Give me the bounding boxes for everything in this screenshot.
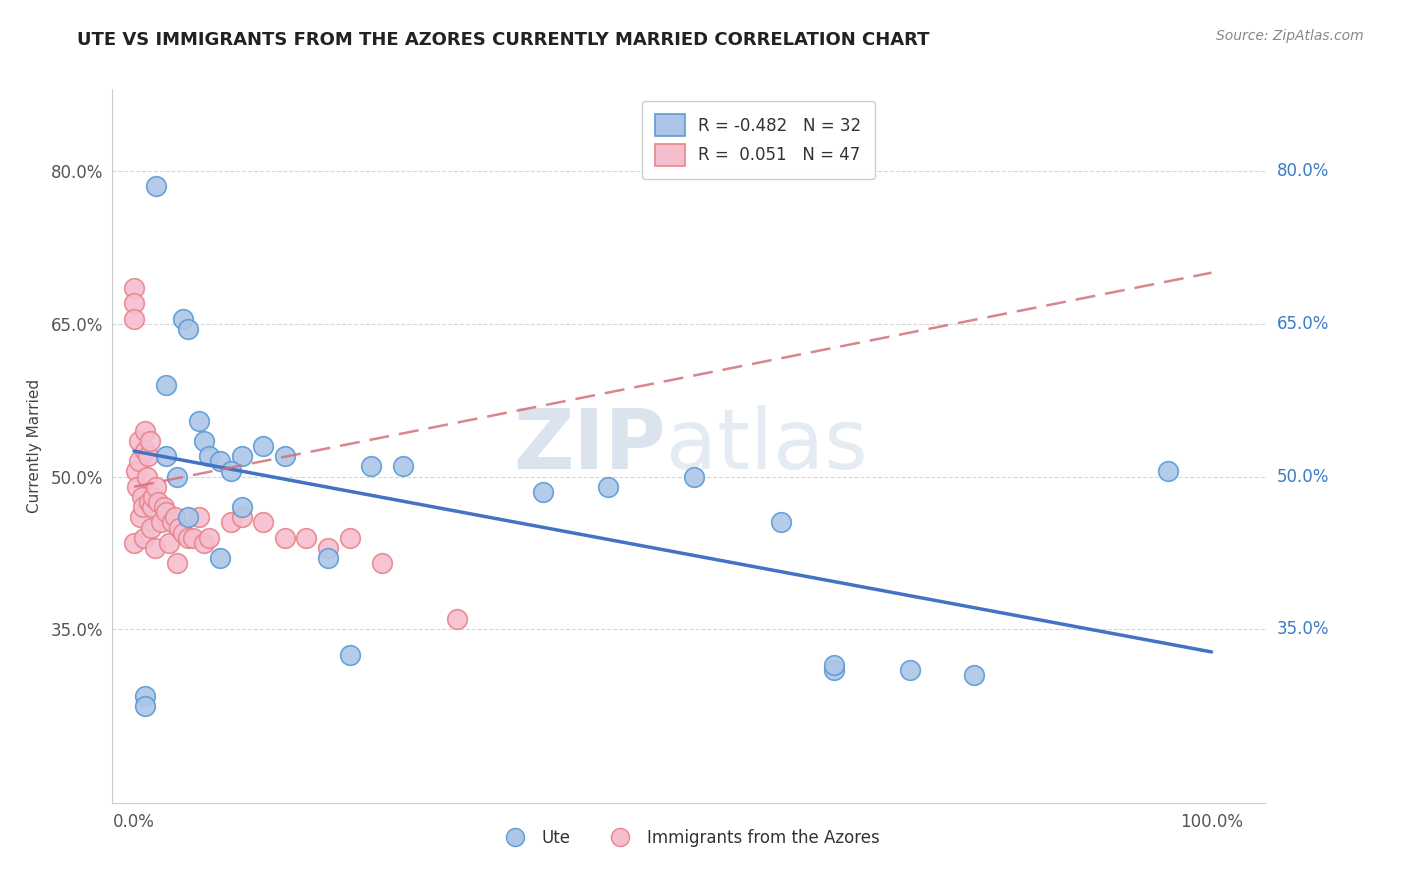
Point: [143, 541, 166, 555]
Point: [181, 531, 204, 545]
Point: [274, 531, 297, 545]
Point: [683, 469, 706, 483]
Point: [231, 510, 253, 524]
Point: [316, 551, 339, 566]
Text: 65.0%: 65.0%: [1277, 315, 1329, 333]
Point: [146, 495, 169, 509]
Text: 50.0%: 50.0%: [1277, 467, 1329, 485]
Point: [339, 648, 361, 662]
Text: UTE VS IMMIGRANTS FROM THE AZORES CURRENTLY MARRIED CORRELATION CHART: UTE VS IMMIGRANTS FROM THE AZORES CURREN…: [77, 31, 929, 49]
Point: [231, 500, 253, 515]
Point: [295, 531, 318, 545]
Point: [187, 510, 209, 524]
Point: [129, 510, 152, 524]
Point: [141, 500, 163, 515]
Point: [136, 469, 159, 483]
Text: ZIP: ZIP: [513, 406, 666, 486]
Point: [131, 490, 153, 504]
Point: [127, 480, 149, 494]
Point: [131, 500, 153, 515]
Point: [231, 449, 253, 463]
Point: [166, 469, 188, 483]
Point: [172, 311, 194, 326]
Point: [598, 480, 620, 494]
Point: [316, 541, 339, 555]
Text: 35.0%: 35.0%: [1277, 621, 1329, 639]
Point: [274, 449, 297, 463]
Point: [193, 536, 215, 550]
Text: atlas: atlas: [666, 406, 868, 486]
Point: [153, 500, 176, 515]
Text: Source: ZipAtlas.com: Source: ZipAtlas.com: [1216, 29, 1364, 43]
Point: [209, 454, 232, 468]
Point: [193, 434, 215, 448]
Point: [339, 531, 361, 545]
Point: [138, 495, 160, 509]
Point: [219, 516, 242, 530]
Point: [446, 612, 468, 626]
Point: [163, 510, 186, 524]
Point: [823, 658, 845, 673]
Point: [128, 454, 150, 468]
Point: [187, 413, 209, 427]
Point: [823, 663, 845, 677]
Point: [134, 698, 156, 713]
Point: [141, 520, 163, 534]
Point: [898, 663, 921, 677]
Point: [160, 516, 183, 530]
Y-axis label: Currently Married: Currently Married: [27, 379, 42, 513]
Point: [155, 449, 177, 463]
Point: [533, 484, 555, 499]
Point: [155, 505, 177, 519]
Point: [139, 434, 162, 448]
Point: [177, 531, 200, 545]
Point: [132, 531, 155, 545]
Point: [769, 516, 792, 530]
Point: [149, 516, 172, 530]
Point: [209, 551, 232, 566]
Point: [125, 465, 148, 479]
Point: [219, 465, 242, 479]
Point: [371, 556, 394, 570]
Point: [1157, 465, 1180, 479]
Point: [122, 281, 145, 295]
Point: [172, 525, 194, 540]
Point: [198, 531, 221, 545]
Point: [252, 439, 274, 453]
Point: [134, 689, 156, 703]
Point: [252, 516, 274, 530]
Point: [155, 377, 177, 392]
Point: [145, 480, 167, 494]
Point: [122, 536, 145, 550]
Point: [122, 296, 145, 310]
Text: 80.0%: 80.0%: [1277, 161, 1329, 180]
Point: [136, 449, 159, 463]
Point: [177, 322, 200, 336]
Point: [128, 434, 150, 448]
Point: [142, 490, 165, 504]
Point: [169, 520, 191, 534]
Legend: Ute, Immigrants from the Azores: Ute, Immigrants from the Azores: [489, 821, 889, 855]
Point: [157, 536, 180, 550]
Point: [134, 444, 156, 458]
Point: [177, 510, 200, 524]
Point: [122, 311, 145, 326]
Point: [198, 449, 221, 463]
Point: [963, 668, 986, 682]
Point: [392, 459, 415, 474]
Point: [134, 424, 156, 438]
Point: [166, 556, 188, 570]
Point: [360, 459, 382, 474]
Point: [145, 179, 167, 194]
